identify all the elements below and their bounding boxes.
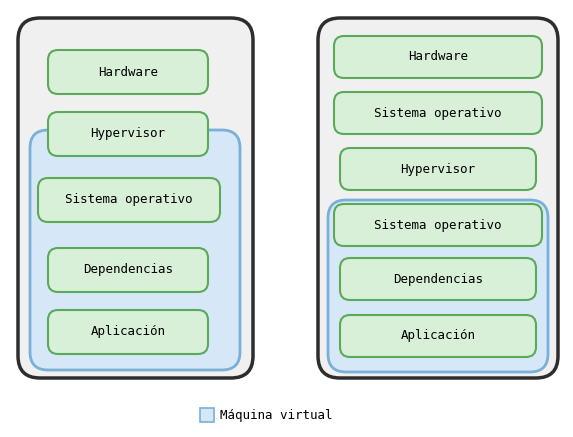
FancyBboxPatch shape <box>30 130 240 370</box>
Text: Dependencias: Dependencias <box>393 273 483 285</box>
Text: Hypervisor: Hypervisor <box>91 128 166 141</box>
Text: Sistema operativo: Sistema operativo <box>374 218 502 232</box>
FancyBboxPatch shape <box>340 258 536 300</box>
Text: Dependencias: Dependencias <box>83 264 173 277</box>
FancyBboxPatch shape <box>340 315 536 357</box>
Text: Aplicación: Aplicación <box>401 329 476 343</box>
FancyBboxPatch shape <box>318 18 558 378</box>
FancyBboxPatch shape <box>328 200 548 372</box>
Text: Hypervisor: Hypervisor <box>401 163 476 176</box>
Text: Hardware: Hardware <box>408 51 468 63</box>
Text: Máquina virtual: Máquina virtual <box>220 409 332 422</box>
FancyBboxPatch shape <box>38 178 220 222</box>
FancyBboxPatch shape <box>334 36 542 78</box>
FancyBboxPatch shape <box>48 310 208 354</box>
FancyBboxPatch shape <box>48 248 208 292</box>
Text: Sistema operativo: Sistema operativo <box>374 107 502 119</box>
FancyBboxPatch shape <box>200 408 214 422</box>
FancyBboxPatch shape <box>48 112 208 156</box>
Text: Hardware: Hardware <box>98 66 158 79</box>
FancyBboxPatch shape <box>18 18 253 378</box>
Text: Sistema operativo: Sistema operativo <box>65 194 193 207</box>
FancyBboxPatch shape <box>334 204 542 246</box>
FancyBboxPatch shape <box>340 148 536 190</box>
FancyBboxPatch shape <box>48 50 208 94</box>
FancyBboxPatch shape <box>334 92 542 134</box>
Text: Aplicación: Aplicación <box>91 326 166 339</box>
